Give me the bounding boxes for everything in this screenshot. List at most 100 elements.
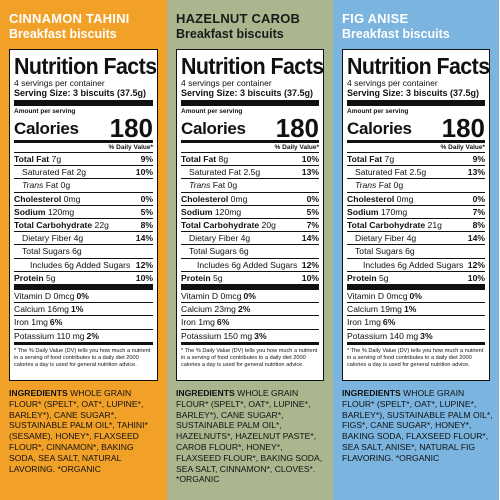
calcium-row: Calcium 23mg 2% <box>181 303 319 317</box>
ingredients-label: INGREDIENTS <box>9 388 68 398</box>
potassium-pct: 3% <box>254 330 267 341</box>
product-subtitle: Breakfast biscuits <box>9 27 117 41</box>
calcium: Calcium 19mg <box>347 304 402 315</box>
vitamin-d-pct: 0% <box>409 291 422 302</box>
total-fat-pct: 10% <box>301 154 319 164</box>
nutrition-facts-title: Nutrition Facts <box>14 53 157 79</box>
vitamin-d-pct: 0% <box>76 291 89 302</box>
fiber-pct: 14% <box>301 233 319 244</box>
flavor-title: CINNAMON TAHINI <box>9 11 130 26</box>
carb-row: Total Carbohydrate 22g 8% <box>14 219 153 233</box>
total-fat-row: Total Fat 7g 9% <box>14 153 153 167</box>
protein-row: Protein 5g 10% <box>14 272 153 291</box>
protein-pct: 10% <box>301 272 319 283</box>
calories-value: 180 <box>275 113 319 143</box>
iron-row: Iron 1mg 6% <box>181 316 319 330</box>
trans-fat: Trans Fat 0g <box>189 180 238 191</box>
total-fat-pct: 9% <box>140 154 153 164</box>
panel-cinnamon-tahini: CINNAMON TAHINI Breakfast biscuits Nutri… <box>0 0 167 500</box>
total-fat: Total Fat 7g <box>347 154 395 164</box>
flavor-title: FIG ANISE <box>342 11 409 26</box>
panel-fig-anise: FIG ANISE Breakfast biscuits Nutrition F… <box>333 0 499 500</box>
product-subtitle: Breakfast biscuits <box>176 27 284 41</box>
total-fat-row: Total Fat 8g 10% <box>181 153 319 167</box>
protein: Protein 5g <box>14 272 56 283</box>
amount-per-serving: Amount per serving <box>347 108 409 115</box>
cholesterol-pct: 0% <box>472 193 485 204</box>
sodium-row: Sodium 120mg 5% <box>181 206 319 220</box>
cholesterol-pct: 0% <box>306 193 319 204</box>
protein: Protein 5g <box>181 272 223 283</box>
added-sugars-pct: 12% <box>467 259 485 270</box>
carb-pct: 8% <box>472 220 485 231</box>
cholesterol: Cholesterol 0mg <box>181 193 248 204</box>
cholesterol: Cholesterol 0mg <box>14 193 81 204</box>
iron: Iron 1mg <box>181 317 215 328</box>
vitamin-d: Vitamin D 0mcg <box>347 291 408 302</box>
fiber-pct: 14% <box>135 233 153 244</box>
nutrition-facts-title: Nutrition Facts <box>347 53 490 79</box>
sugars: Total Sugars 6g <box>355 246 415 257</box>
sugars: Total Sugars 6g <box>22 246 82 257</box>
servings-per-container: 4 servings per container <box>181 78 272 88</box>
added-sugars-row: Includes 6g Added Sugars 12% <box>14 259 153 272</box>
sat-fat-row: Saturated Fat 2g 10% <box>14 166 153 180</box>
ingredients-label: INGREDIENTS <box>176 388 235 398</box>
potassium: Potassium 110 mg <box>14 330 85 341</box>
cholesterol-pct: 0% <box>140 193 153 204</box>
product-subtitle: Breakfast biscuits <box>342 27 450 41</box>
added-sugars-pct: 12% <box>301 259 319 270</box>
trans-fat-row: Trans Fat 0g <box>14 179 153 193</box>
sodium: Sodium 170mg <box>347 206 408 217</box>
sodium: Sodium 120mg <box>14 206 75 217</box>
trans-fat: Trans Fat 0g <box>22 180 71 191</box>
ingredients-text: WHOLE GRAIN FLOUR* (SPELT*, OAT*, LUPINE… <box>342 388 493 463</box>
vitamin-d: Vitamin D 0mcg <box>14 291 75 302</box>
sodium-pct: 7% <box>472 206 485 217</box>
added-sugars-row: Includes 6g Added Sugars 12% <box>181 259 319 272</box>
calcium: Calcium 16mg <box>14 304 69 315</box>
amount-per-serving: Amount per serving <box>181 108 243 115</box>
cholesterol: Cholesterol 0mg <box>347 193 414 204</box>
sat-fat-row: Saturated Fat 2.5g 13% <box>181 166 319 180</box>
ingredients-text: WHOLE GRAIN FLOUR* (SPELT*, OAT*, LUPINE… <box>9 388 148 474</box>
sat-fat-pct: 13% <box>301 167 319 178</box>
daily-value-header: % Daily Value* <box>181 143 319 153</box>
added-sugars: Includes 6g Added Sugars <box>30 259 131 270</box>
flavor-title: HAZELNUT CAROB <box>176 11 301 26</box>
protein-pct: 10% <box>135 272 153 283</box>
servings-per-container: 4 servings per container <box>347 78 438 88</box>
calories-value: 180 <box>109 113 153 143</box>
total-fat-row: Total Fat 7g 9% <box>347 153 485 167</box>
amount-per-serving: Amount per serving <box>14 108 76 115</box>
serving-size: Serving Size: 3 biscuits (37.5g) <box>14 88 153 106</box>
calories-row: Calories 180 <box>347 115 485 143</box>
sat-fat: Saturated Fat 2.5g <box>189 167 261 178</box>
sodium-row: Sodium 120mg 5% <box>14 206 153 220</box>
added-sugars-pct: 12% <box>135 259 153 270</box>
sugars-row: Total Sugars 6g <box>181 245 319 259</box>
carb-row: Total Carbohydrate 20g 7% <box>181 219 319 233</box>
sat-fat-pct: 10% <box>135 167 153 178</box>
servings-per-container: 4 servings per container <box>14 78 105 88</box>
serving-size: Serving Size: 3 biscuits (37.5g) <box>347 88 485 106</box>
vitamin-d-row: Vitamin D 0mcg 0% <box>347 290 485 304</box>
iron-pct: 6% <box>216 317 230 328</box>
daily-value-footnote: * The % Daily Value (DV) tells you how m… <box>14 347 151 368</box>
potassium-pct: 2% <box>86 330 99 341</box>
sat-fat-pct: 13% <box>467 167 485 178</box>
iron-pct: 6% <box>49 317 63 328</box>
fiber-row: Dietary Fiber 4g 14% <box>14 232 153 246</box>
fiber: Dietary Fiber 4g <box>22 233 84 244</box>
carb: Total Carbohydrate 20g <box>181 220 276 231</box>
cholesterol-row: Cholesterol 0mg 0% <box>347 193 485 206</box>
protein-row: Protein 5g 10% <box>181 272 319 291</box>
panel-hazelnut-carob: HAZELNUT CAROB Breakfast biscuits Nutrit… <box>167 0 333 500</box>
vitamin-d: Vitamin D 0mcg <box>181 291 242 302</box>
carb-pct: 7% <box>306 220 319 231</box>
fiber-row: Dietary Fiber 4g 14% <box>347 232 485 246</box>
protein-row: Protein 5g 10% <box>347 272 485 291</box>
iron-row: Iron 1mg 6% <box>347 316 485 330</box>
calcium: Calcium 23mg <box>181 304 236 315</box>
calcium-row: Calcium 16mg 1% <box>14 303 153 317</box>
